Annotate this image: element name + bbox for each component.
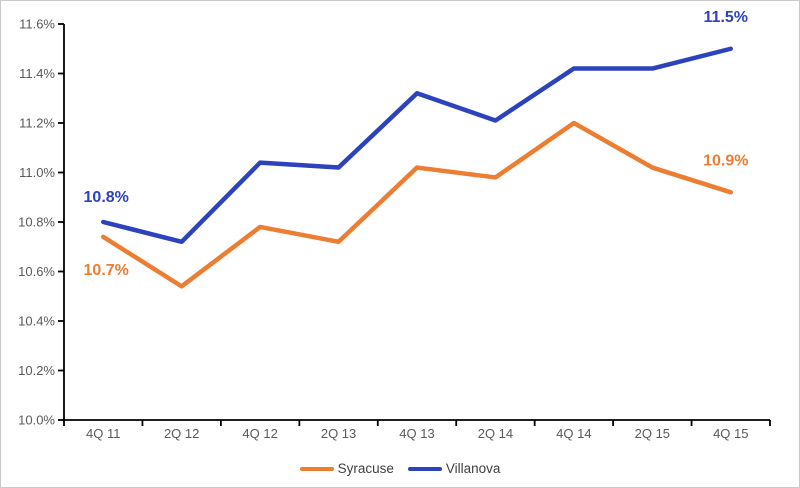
x-axis-tick-label: 4Q 13 bbox=[399, 426, 434, 441]
y-axis-tick-label: 10.8% bbox=[18, 215, 55, 230]
data-label: 10.7% bbox=[84, 262, 129, 279]
y-axis-tick-label: 10.0% bbox=[18, 413, 55, 428]
data-label: 11.5% bbox=[704, 9, 748, 26]
series-line-syracuse bbox=[100, 120, 734, 289]
y-axis-tick-label: 10.2% bbox=[18, 363, 55, 378]
y-axis-tick-label: 10.4% bbox=[18, 314, 55, 329]
axis-lines bbox=[63, 24, 770, 421]
x-axis-tick-label: 2Q 13 bbox=[321, 426, 356, 441]
series-line-villanova bbox=[100, 46, 734, 245]
y-axis-tick-label: 11.6% bbox=[19, 17, 55, 32]
legend-label: Syracuse bbox=[337, 461, 394, 477]
data-label: 10.8% bbox=[84, 189, 129, 206]
y-axis-tick-label: 10.6% bbox=[18, 264, 55, 279]
villanova-line-swatch-icon bbox=[407, 466, 442, 472]
data-label: 10.9% bbox=[703, 152, 748, 169]
syracuse-line-swatch-icon bbox=[299, 466, 334, 472]
x-axis-tick-label: 4Q 14 bbox=[556, 426, 591, 441]
x-axis-tick-label: 2Q 12 bbox=[164, 426, 199, 441]
legend-label: Villanova bbox=[445, 461, 501, 477]
legend-item-villanova: Villanova bbox=[407, 461, 501, 477]
y-axis-tick-label: 11.2% bbox=[19, 116, 55, 131]
y-axis-tick-label: 11.4% bbox=[19, 66, 55, 81]
x-axis-tick-label: 2Q 14 bbox=[478, 426, 513, 441]
x-axis-tick-label: 2Q 15 bbox=[635, 426, 670, 441]
chart-legend: Syracuse Villanova bbox=[1, 457, 799, 481]
x-axis-tick-label: 4Q 12 bbox=[242, 426, 277, 441]
x-axis-tick-label: 4Q 15 bbox=[713, 426, 748, 441]
x-axis-tick-label: 4Q 11 bbox=[86, 426, 120, 441]
y-axis-tick-label: 11.0% bbox=[19, 165, 55, 180]
legend-item-syracuse: Syracuse bbox=[299, 461, 394, 477]
